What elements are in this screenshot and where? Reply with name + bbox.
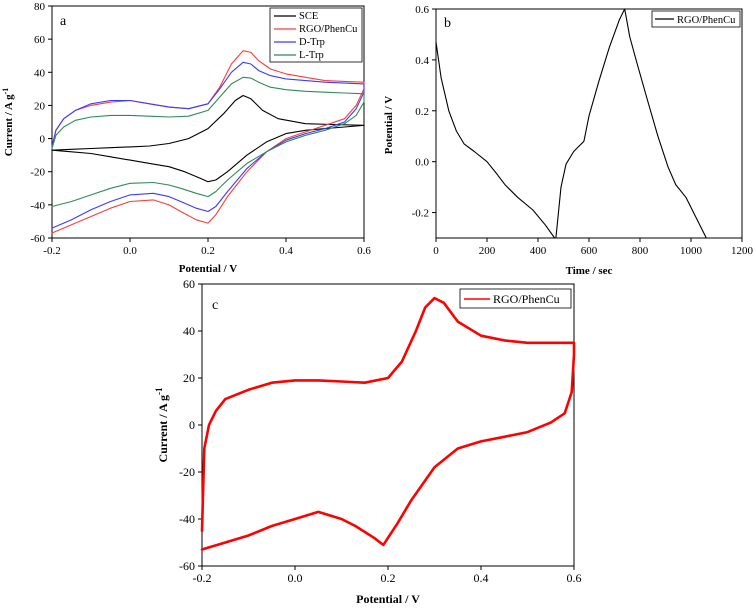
- panel-b-xlabel: Time / sec: [566, 265, 613, 277]
- panel-b-plot-frame: [435, 8, 743, 239]
- panel-a-legend-rgo: RGO/PhenCu: [299, 24, 358, 35]
- panel-c-legend: RGO/PhenCu: [459, 288, 572, 309]
- panel-a-legend-dtrp: D-Trp: [299, 37, 325, 48]
- panel-b-ytick-label: 0.2: [415, 106, 429, 118]
- panel-c-ytick-label: -20: [179, 465, 195, 479]
- panel-a-series-rgo-phencu: [51, 50, 365, 234]
- panel-b-legend: RGO/PhenCu: [651, 10, 741, 28]
- panel-c-ytick-label: 40: [183, 324, 195, 338]
- panel-c-xtick-label: -0.2: [193, 571, 212, 585]
- panel-a-ytick-label: 40: [34, 67, 46, 79]
- panel-b-xtick-label: 1000: [680, 245, 703, 257]
- panel-c-ytick-label: 60: [183, 277, 195, 291]
- panel-b-ytick-label: 0.4: [415, 55, 429, 67]
- panel-c-plot-frame: [201, 283, 575, 567]
- panel-a-label: a: [60, 14, 67, 29]
- panel-a-ytick-label: -60: [30, 233, 45, 245]
- panel-c-ylabel: Current / A g-1: [154, 387, 170, 462]
- panel-c-chart: -0.2 0.0 0.2 0.4 0.6 -60 -40 -20 0 20 40 60 c Poten…: [154, 277, 582, 606]
- panel-b-xtick-label: 1200: [731, 245, 754, 257]
- panel-a-xtick-label: 0.0: [123, 245, 137, 257]
- panel-a-xtick-label: 0.4: [279, 245, 293, 257]
- panel-b-series-rgo-phencu: [435, 8, 707, 239]
- panel-b-ytick-label: 0.0: [415, 157, 429, 169]
- panel-a-ytick-label: -20: [30, 167, 45, 179]
- panel-c-series-rgo-phencu: [200, 296, 576, 551]
- panel-c-legend-rgo: RGO/PhenCu: [493, 292, 560, 306]
- panel-a-ylabel: Current / A g-1: [1, 88, 15, 157]
- panel-a-series-d-trp: [51, 61, 365, 229]
- panel-a-xtick-label: 0.6: [357, 245, 371, 257]
- panel-a-ytick-label: 0: [40, 134, 46, 146]
- panel-a-series: [51, 50, 365, 234]
- panel-c-ytick-label: -40: [179, 512, 195, 526]
- panel-c-ticks: -0.2 0.0 0.2 0.4 0.6 -60 -40 -20 0 20 40 60: [179, 277, 582, 585]
- panel-a-xtick-label: -0.2: [43, 245, 60, 257]
- panel-b-ytick-label: -0.2: [412, 208, 429, 220]
- panel-a-legend-box: [269, 7, 363, 63]
- panel-b-ytick-label: 0.6: [415, 4, 429, 16]
- panel-a-xtick-label: 0.2: [201, 245, 215, 257]
- panel-a-ytick-label: 80: [34, 1, 46, 13]
- panel-a-series-l-trp: [51, 76, 365, 208]
- panel-b-xtick-label: 800: [632, 245, 649, 257]
- panel-a-ytick-label: 60: [34, 34, 46, 46]
- panel-a-ytick-label: -40: [30, 200, 45, 212]
- panel-b-chart: 0 200 400 600 800 1000 1200-0.20.00.20.40.6 b …: [383, 4, 754, 277]
- panel-c-xtick-label: 0.4: [474, 571, 489, 585]
- panel-c-xtick-label: 0.0: [288, 571, 303, 585]
- panel-c-xtick-label: 0.6: [567, 571, 582, 585]
- panel-a-legend-sce: SCE: [299, 11, 318, 22]
- panel-b-ylabel: Potential / V: [383, 96, 395, 155]
- panel-c-series: [200, 296, 576, 551]
- panel-b-series: [435, 8, 707, 239]
- panel-a-ticks: -0.2 0.0 0.2 0.4 0.6 -60 -40 -20 0 20 40 60 80: [30, 1, 371, 257]
- panel-a-xlabel: Potential / V: [179, 263, 238, 275]
- panel-b-xtick-label: 400: [530, 245, 547, 257]
- panel-a-legend: SCE RGO/PhenCu D-Trp L-Trp: [269, 7, 363, 63]
- panel-c-label: c: [212, 298, 218, 313]
- panel-c-ytick-label: -60: [179, 559, 195, 573]
- panel-a-legend-ltrp: L-Trp: [299, 50, 324, 61]
- panel-c-ytick-label: 0: [189, 418, 195, 432]
- panel-a-series-sce: [51, 94, 365, 183]
- panel-b-xtick-label: 200: [479, 245, 496, 257]
- panel-b-legend-rgo: RGO/PhenCu: [677, 15, 736, 26]
- panel-c-ytick-label: 20: [183, 371, 195, 385]
- panel-a-ytick-label: 20: [34, 100, 46, 112]
- panel-b-label: b: [444, 16, 451, 31]
- panel-c-xlabel: Potential / V: [356, 592, 420, 606]
- panel-c-legend-box: [459, 288, 572, 309]
- panel-c-xtick-label: 0.2: [381, 571, 396, 585]
- panel-b-xtick-label: 600: [581, 245, 598, 257]
- panel-b-legend-box: [651, 10, 741, 28]
- panel-a-chart: -0.2 0.0 0.2 0.4 0.6 -60 -40 -20 0 20 40 60 80 a Pot…: [1, 1, 371, 275]
- panel-b-xtick-label: 0: [433, 245, 439, 257]
- panel-b-ticks: 0 200 400 600 800 1000 1200 -0.2 0.0 0.2 0.4 0.6: [412, 4, 754, 257]
